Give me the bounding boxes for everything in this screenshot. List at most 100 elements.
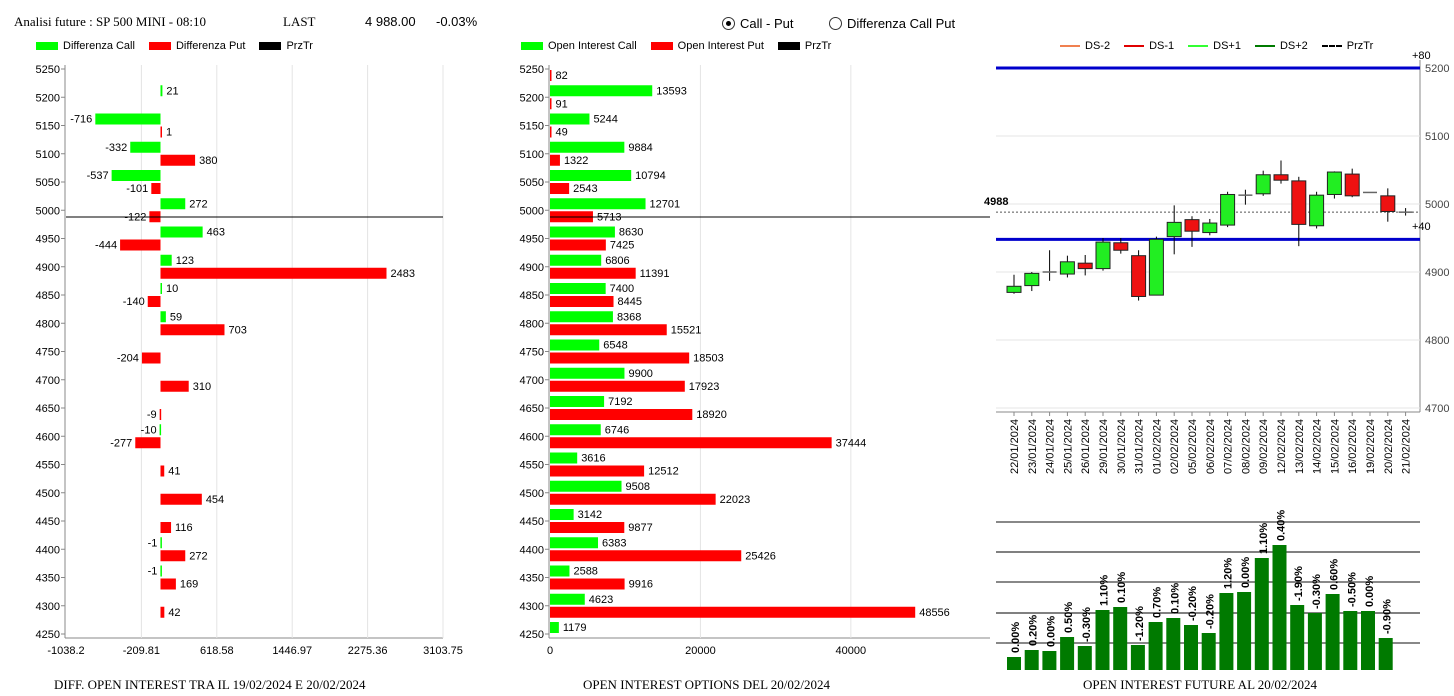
bar-value-label: 463 (207, 227, 225, 239)
bar-value-label: -10 (141, 424, 157, 436)
bar-value-label: -101 (126, 183, 148, 195)
y-tick-label: 4850 (36, 290, 60, 302)
call-bar (550, 424, 601, 436)
bar-value-label: 703 (228, 324, 246, 336)
bar-value-label: 48556 (919, 607, 950, 619)
call-bar (550, 565, 570, 577)
x-tick-label: -209.81 (123, 645, 160, 657)
candle-body (1148, 238, 1164, 296)
call-bar (550, 509, 574, 520)
date-label: 06/02/2024 (1205, 419, 1217, 474)
bar-value-label: 25426 (745, 550, 776, 562)
y-tick-label: 5250 (520, 64, 544, 76)
candle-body (1113, 242, 1129, 251)
bar-value-label: 6746 (605, 424, 629, 436)
radio-label: Differenza Call Put (847, 16, 956, 31)
y-tick-label: 4800 (1425, 335, 1449, 347)
y-tick-label: 5150 (36, 121, 60, 133)
date-label: 12/02/2024 (1276, 419, 1288, 474)
call-bar (550, 622, 559, 633)
oi-future-bar (1184, 625, 1198, 670)
oi-future-bar (1378, 638, 1393, 670)
put-bar (160, 154, 196, 166)
legend-item: PrzTr (259, 40, 313, 52)
call-bar (160, 283, 162, 294)
bar-value-label: 18503 (693, 353, 724, 365)
legend-item: Differenza Put (148, 40, 245, 52)
put-bar (550, 126, 552, 138)
bar-value-label: -277 (110, 437, 132, 449)
date-label: 29/01/2024 (1098, 419, 1110, 474)
put-bar (550, 352, 690, 364)
radio-call-put[interactable]: Call - Put (722, 16, 793, 31)
bar-value-label: 123 (176, 255, 194, 267)
oi-future-bar (1130, 645, 1145, 670)
y-tick-label: 4300 (36, 601, 60, 613)
bar-value-label: 1.10% (1258, 523, 1270, 554)
y-tick-label: 4900 (36, 262, 60, 274)
y-tick-label: 5200 (36, 92, 60, 104)
y-tick-label: 4650 (36, 403, 60, 415)
put-bar (550, 380, 685, 392)
y-tick-label: 4700 (1425, 403, 1449, 415)
y-tick-label: 4600 (36, 431, 60, 443)
bar-value-label: -537 (87, 170, 109, 182)
oi-future-bar (1290, 605, 1305, 670)
call-bar (550, 141, 625, 153)
date-label: 30/01/2024 (1116, 419, 1128, 474)
bar-value-label: -204 (117, 353, 139, 365)
y-tick-label: 5150 (520, 121, 544, 133)
legend-item: PrzTr (777, 40, 831, 52)
bar-value-label: 9916 (629, 579, 653, 591)
y-tick-label: 4300 (520, 601, 544, 613)
bar-value-label: 9884 (628, 142, 652, 154)
put-bar (160, 324, 225, 336)
bar-value-label: -0.20% (1187, 586, 1199, 621)
bar-value-label: 1322 (564, 155, 588, 167)
put-bar (151, 183, 161, 194)
y-tick-label: 5000 (1425, 199, 1449, 211)
candle-body (1202, 222, 1218, 234)
put-bar (160, 578, 176, 590)
bar-value-label: -1.90% (1293, 566, 1305, 601)
date-label: 19/02/2024 (1365, 419, 1377, 474)
put-bar (160, 522, 172, 533)
call-bar (95, 113, 161, 125)
put-bar (550, 239, 606, 251)
date-label: 01/02/2024 (1151, 419, 1163, 474)
call-bar (130, 141, 161, 153)
bar-value-label: 272 (189, 198, 207, 210)
bar-value-label: 18920 (696, 409, 727, 421)
bar-value-label: -0.50% (1346, 572, 1358, 607)
bar-value-label: 7192 (608, 396, 632, 408)
call-bar (550, 311, 613, 323)
last-label: LAST (283, 14, 316, 29)
bar-value-label: 1.10% (1099, 575, 1111, 606)
y-tick-label: 4600 (520, 431, 544, 443)
bar-value-label: 0.60% (1329, 559, 1341, 590)
y-tick-label: 4400 (36, 544, 60, 556)
y-tick-label: 4700 (520, 375, 544, 387)
oi-future-bar (1254, 558, 1269, 670)
oi-future-bar (1007, 657, 1021, 670)
x-tick-label: 1446.97 (272, 645, 312, 657)
legend-item: DS-1 (1124, 40, 1174, 52)
call-bar (550, 283, 606, 294)
bar-value-label: 21 (166, 85, 178, 97)
date-label: 24/01/2024 (1045, 419, 1057, 474)
legend-item: Differenza Call (36, 40, 135, 52)
x-tick-label: 2275.36 (348, 645, 388, 657)
put-bar (550, 409, 693, 420)
bar-value-label: -9 (147, 409, 157, 421)
change-percent: -0.03% (436, 14, 478, 29)
bar-value-label: 4623 (589, 594, 613, 606)
legend-item: Open Interest Put (650, 40, 764, 52)
bar-value-label: 0.40% (1276, 510, 1288, 541)
bar-value-label: -716 (70, 114, 92, 126)
radio-differenza-call-put[interactable]: Differenza Call Put (829, 16, 955, 31)
bar-value-label: 272 (189, 550, 207, 562)
y-tick-label: 4250 (520, 629, 544, 641)
bar-value-label: 41 (168, 466, 180, 478)
legend-item: Open Interest Call (521, 40, 637, 52)
